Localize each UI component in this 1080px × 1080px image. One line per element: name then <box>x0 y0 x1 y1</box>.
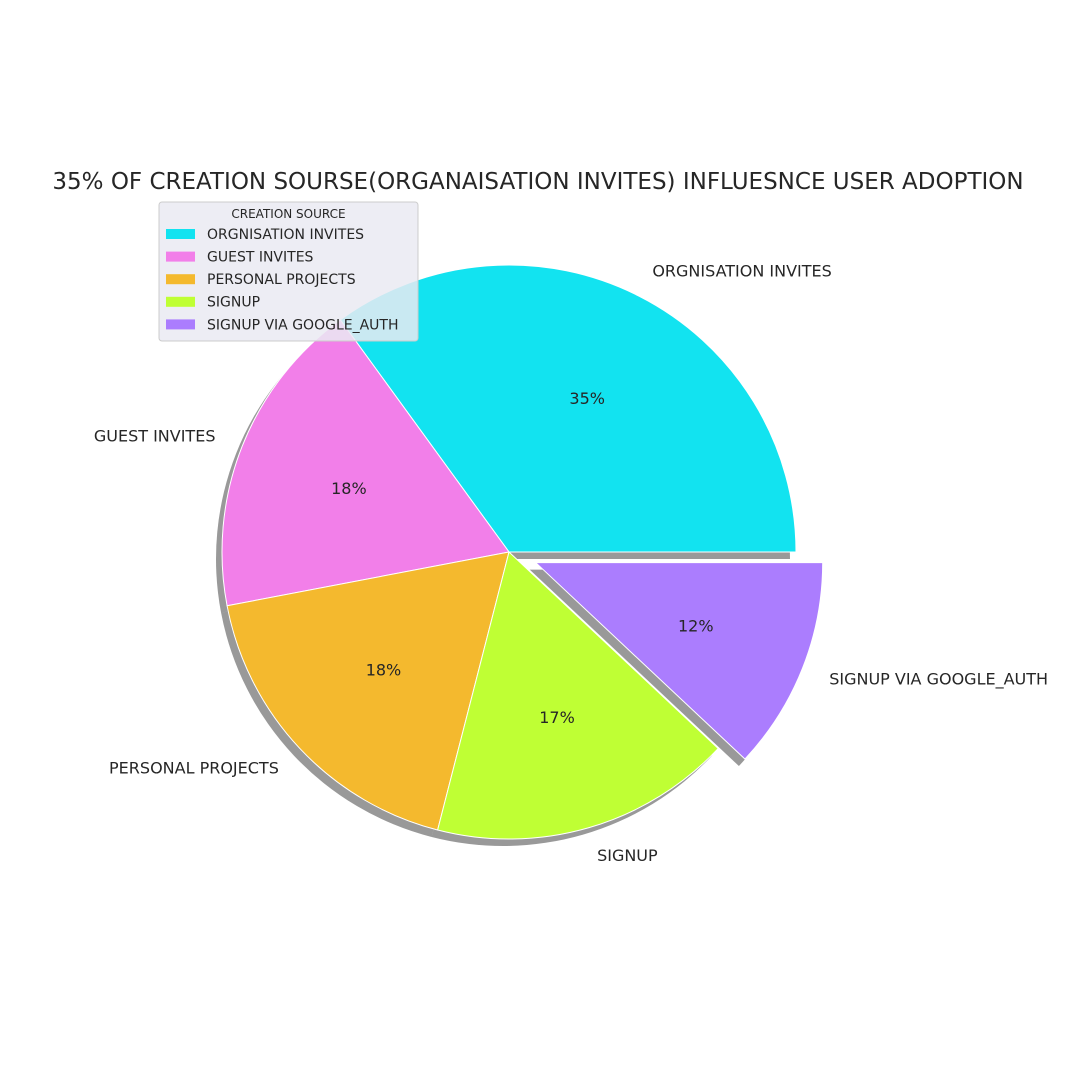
slice-percentage-signup-via-google-auth: 12% <box>678 617 714 636</box>
slice-label-personal-projects: PERSONAL PROJECTS <box>109 759 279 778</box>
chart-title: 35% OF CREATION SOURSE(ORGANAISATION INV… <box>52 169 1023 195</box>
slice-label-signup: SIGNUP <box>597 846 658 865</box>
legend-swatch-signup-via-google-auth <box>166 319 195 330</box>
pie-slice-signup <box>437 551 719 840</box>
legend-label-orgnisation-invites: ORGNISATION INVITES <box>207 227 364 243</box>
slice-label-signup-via-google-auth: SIGNUP VIA GOOGLE_AUTH <box>829 669 1048 689</box>
legend: CREATION SOURCE ORGNISATION INVITES GUEST… <box>158 201 419 342</box>
pie-slice-guest-invites <box>221 319 510 607</box>
slice-percentage-signup: 17% <box>539 708 575 727</box>
legend-label-signup: SIGNUP <box>207 295 260 311</box>
legend-title: CREATION SOURCE <box>231 207 345 221</box>
legend-box <box>158 201 419 342</box>
legend-items: ORGNISATION INVITES GUEST INVITES PERSONAL… <box>166 227 399 333</box>
legend-label-personal-projects: PERSONAL PROJECTS <box>207 272 356 288</box>
legend-label-signup-via-google-auth: SIGNUP VIA GOOGLE_AUTH <box>207 317 399 333</box>
slice-percentage-personal-projects: 18% <box>366 660 402 679</box>
legend-label-guest-invites: GUEST INVITES <box>207 250 314 266</box>
category-labels: ORGNISATION INVITES GUEST INVITES PERSONAL… <box>94 261 1048 864</box>
legend-swatch-guest-invites <box>166 251 195 262</box>
slice-label-orgnisation-invites: ORGNISATION INVITES <box>652 261 831 280</box>
slice-label-guest-invites: GUEST INVITES <box>94 426 216 445</box>
pie-slices <box>221 264 824 840</box>
percentage-labels: 35% 18% 18% 17% 12% <box>331 389 713 727</box>
pie-slice-personal-projects <box>226 551 510 831</box>
legend-swatch-personal-projects <box>166 274 195 285</box>
slice-percentage-guest-invites: 18% <box>331 479 367 498</box>
legend-swatch-signup <box>166 296 195 307</box>
legend-swatch-orgnisation-invites <box>166 229 195 239</box>
pie-slice-signup-via-google-auth <box>535 562 824 760</box>
slice-percentage-orgnisation-invites: 35% <box>569 389 605 408</box>
